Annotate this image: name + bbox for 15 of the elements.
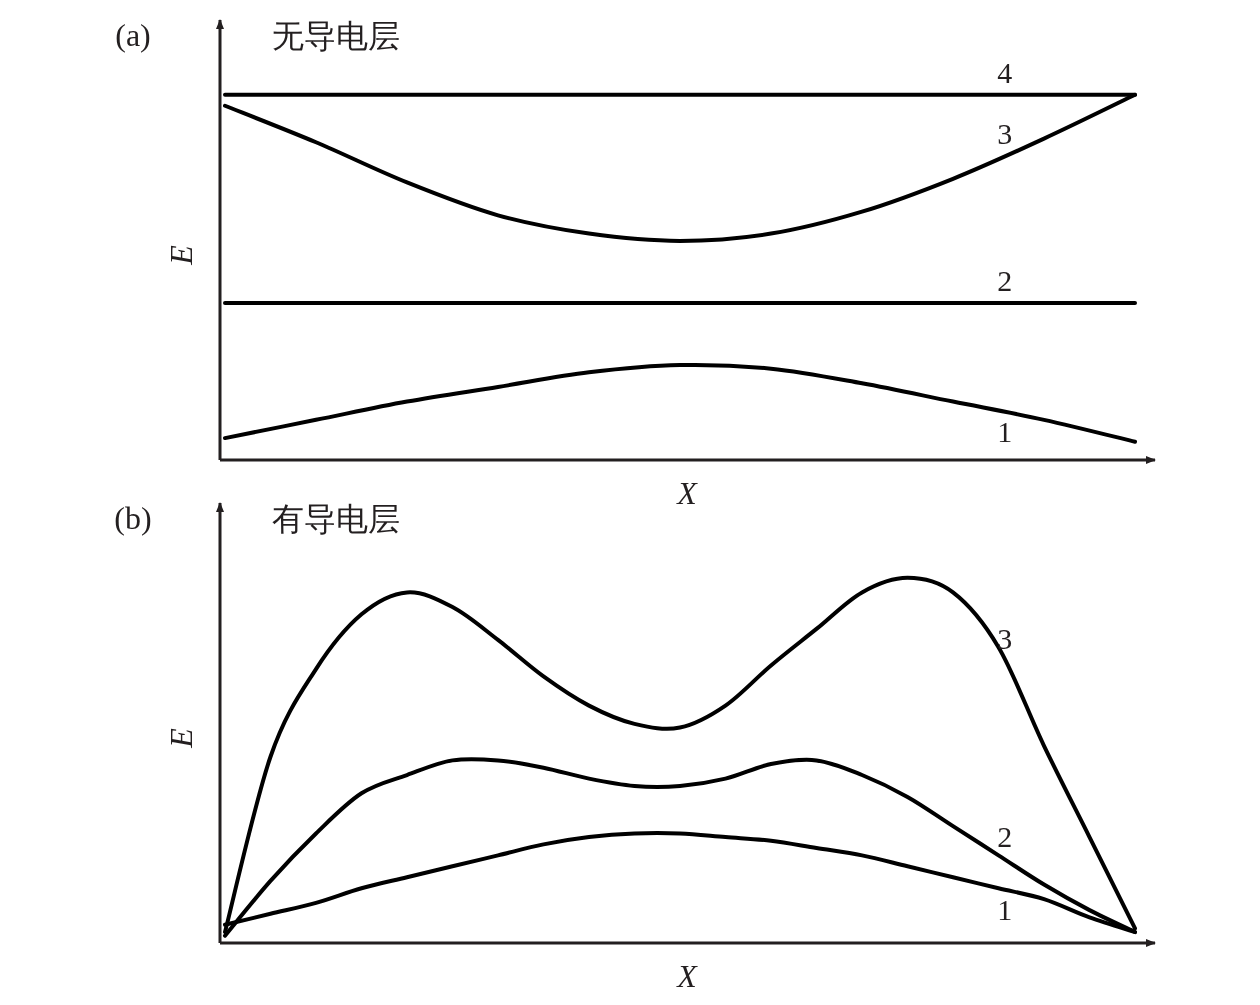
series-label: 2 bbox=[997, 820, 1013, 854]
series-label: 1 bbox=[997, 892, 1013, 926]
x-axis-title: X bbox=[675, 958, 699, 994]
chart-title: 无导电层 bbox=[272, 17, 400, 55]
series-label: 4 bbox=[997, 55, 1013, 89]
series-label: 3 bbox=[997, 116, 1013, 150]
y-axis-title: E bbox=[163, 244, 199, 266]
text: (b) bbox=[114, 500, 152, 536]
series-label: 2 bbox=[997, 263, 1013, 297]
x-axis-title: X bbox=[675, 475, 699, 511]
text: (a) bbox=[115, 17, 151, 53]
y-axis-title: E bbox=[163, 727, 199, 749]
series-label: 3 bbox=[997, 621, 1013, 655]
chart-title: 有导电层 bbox=[272, 500, 400, 538]
series-label: 1 bbox=[997, 414, 1013, 448]
